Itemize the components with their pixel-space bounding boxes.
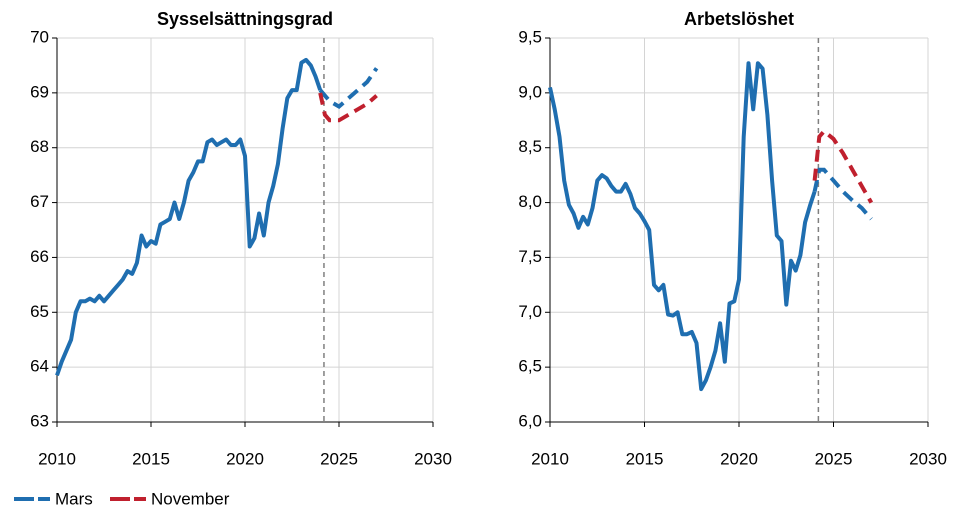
- x-tick-label: 2015: [626, 449, 664, 468]
- legend-label: November: [151, 489, 230, 508]
- y-tick-label: 7,5: [518, 247, 542, 266]
- history-line: [55, 57, 323, 377]
- y-tick-label: 7,0: [518, 302, 542, 321]
- y-tick-label: 6,5: [518, 357, 542, 376]
- legend-label: Mars: [55, 489, 93, 508]
- x-tick-label: 2025: [815, 449, 853, 468]
- history-line: [548, 61, 817, 392]
- x-tick-label: 2010: [38, 449, 76, 468]
- x-tick-label: 2020: [226, 449, 264, 468]
- y-tick-label: 9,0: [518, 82, 542, 101]
- y-tick-label: 63: [30, 411, 49, 430]
- y-tick-label: 67: [30, 192, 49, 211]
- y-tick-label: 66: [30, 247, 49, 266]
- x-tick-label: 2030: [414, 449, 452, 468]
- y-tick-label: 8,5: [518, 137, 542, 156]
- forecast-line: [812, 167, 873, 221]
- chart-title: Arbetslöshet: [684, 9, 794, 29]
- y-tick-label: 68: [30, 137, 49, 156]
- x-tick-label: 2030: [909, 449, 947, 468]
- x-tick-label: 2025: [320, 449, 358, 468]
- forecast-line: [318, 67, 379, 110]
- y-tick-label: 6,0: [518, 411, 542, 430]
- y-tick-label: 69: [30, 82, 49, 101]
- x-tick-label: 2020: [720, 449, 758, 468]
- chart-title: Sysselsättningsgrad: [157, 9, 333, 29]
- x-tick-label: 2015: [132, 449, 170, 468]
- forecast-line: [318, 92, 378, 123]
- x-tick-label: 2010: [531, 449, 569, 468]
- legend: Mars November: [14, 489, 230, 508]
- y-tick-label: 65: [30, 302, 49, 321]
- y-tick-label: 70: [30, 27, 49, 46]
- y-tick-label: 9,5: [518, 27, 542, 46]
- forecast-line: [812, 128, 874, 204]
- y-tick-label: 64: [30, 357, 49, 376]
- y-tick-label: 8,0: [518, 192, 542, 211]
